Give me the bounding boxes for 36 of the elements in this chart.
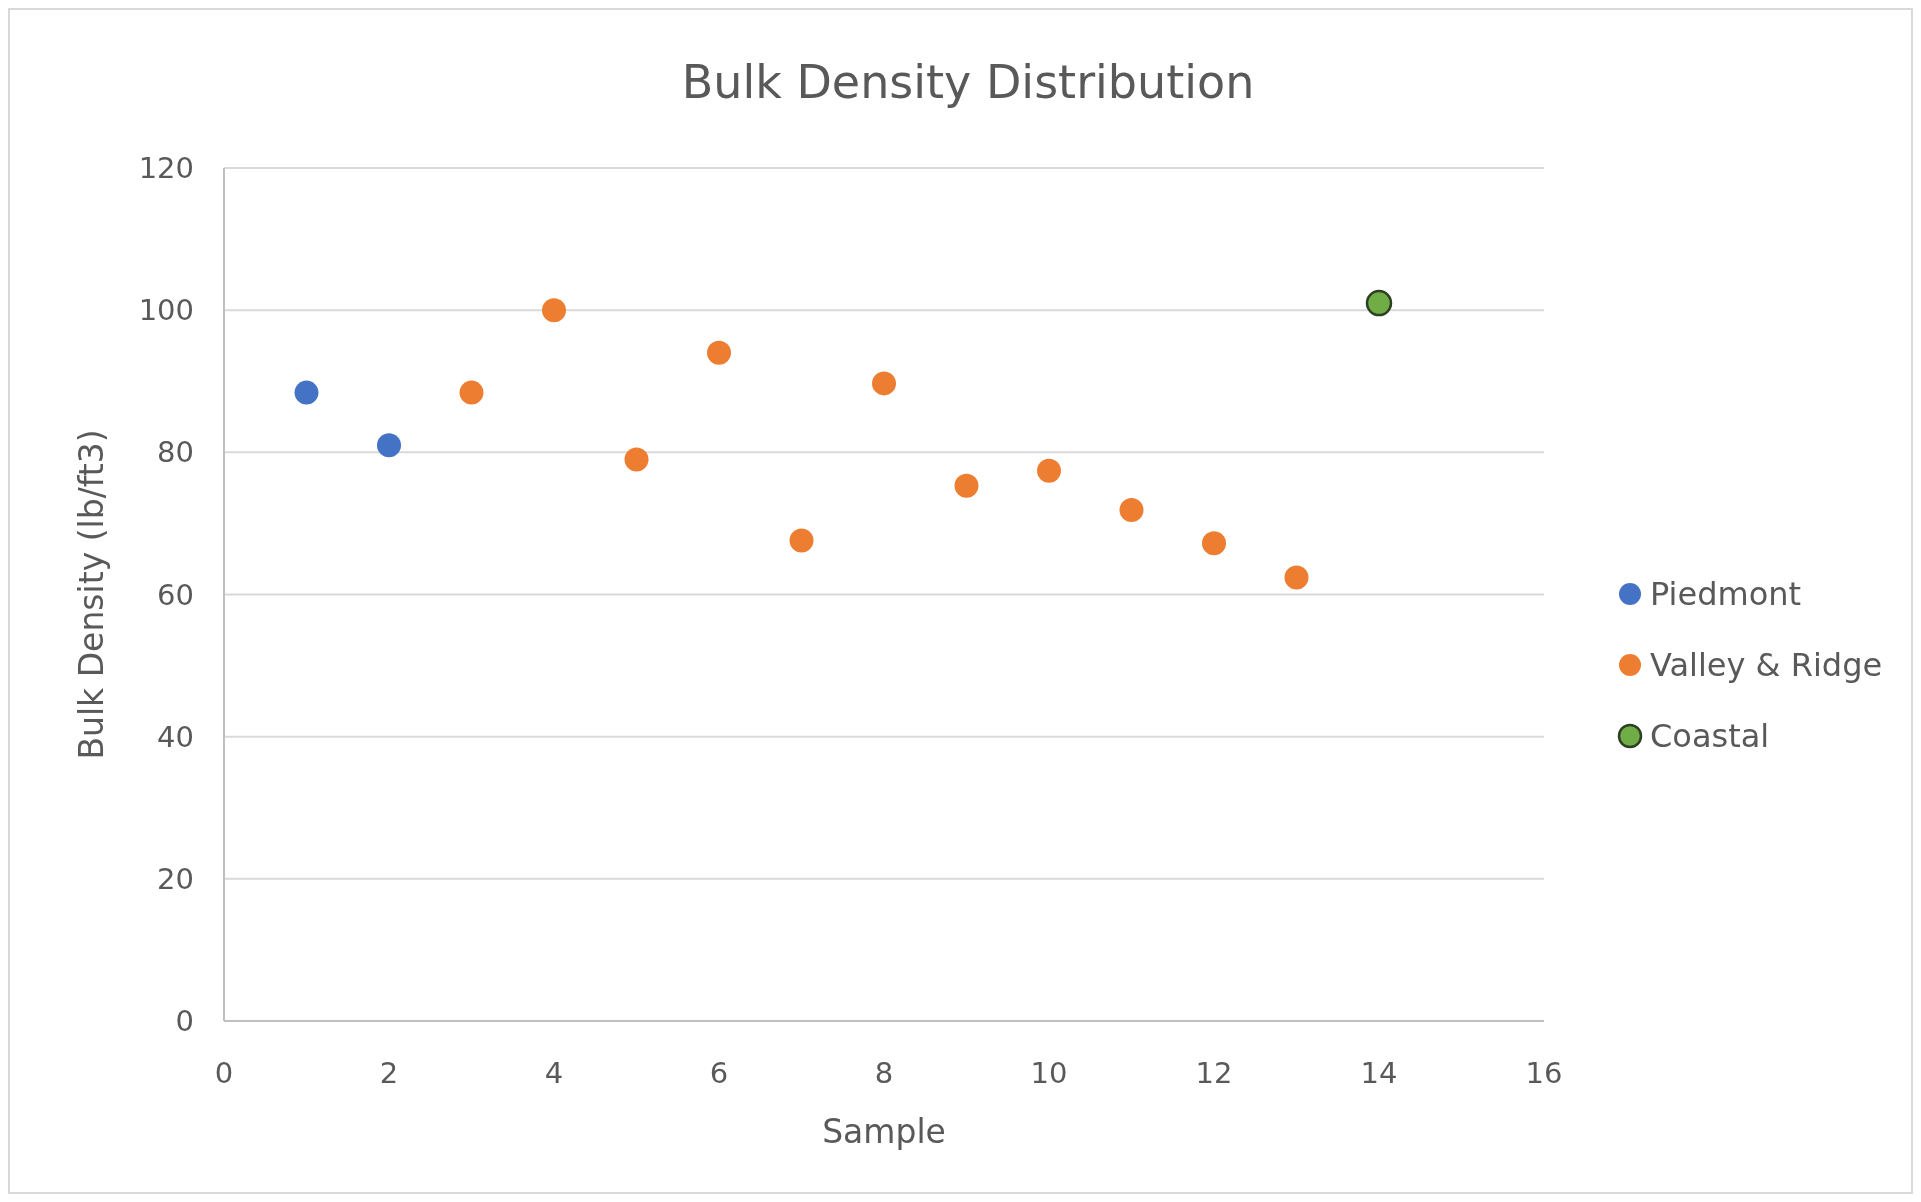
y-tick-label: 40 bbox=[157, 719, 194, 754]
chart-title: Bulk Density Distribution bbox=[681, 55, 1255, 109]
legend-label: Coastal bbox=[1650, 717, 1770, 756]
x-tick-label: 8 bbox=[874, 1056, 894, 1090]
x-tick-label: 14 bbox=[1360, 1056, 1398, 1090]
point bbox=[872, 371, 896, 396]
point bbox=[707, 340, 731, 365]
point bbox=[377, 433, 401, 458]
point bbox=[1037, 458, 1061, 483]
x-tick-label: 6 bbox=[709, 1056, 729, 1090]
point bbox=[1119, 497, 1144, 522]
y-tick-label: 80 bbox=[157, 435, 194, 470]
x-axis-title: Sample bbox=[822, 1112, 946, 1151]
y-tick-label: 0 bbox=[175, 1004, 194, 1039]
point bbox=[1365, 289, 1393, 317]
point bbox=[624, 447, 649, 472]
y-axis-title: Bulk Density (lb/ft3) bbox=[72, 429, 111, 760]
y-tick-label: 20 bbox=[157, 861, 194, 896]
y-tick-label: 60 bbox=[157, 577, 194, 612]
point bbox=[1202, 531, 1226, 556]
point bbox=[1284, 565, 1309, 590]
point bbox=[542, 298, 566, 323]
point bbox=[294, 380, 319, 405]
x-tick-label: 10 bbox=[1030, 1056, 1068, 1090]
y-tick-label: 100 bbox=[138, 293, 194, 328]
y-tick-label: 120 bbox=[138, 151, 194, 186]
x-tick-label: 16 bbox=[1525, 1056, 1563, 1090]
x-tick-label: 0 bbox=[214, 1056, 234, 1090]
x-tick-label: 12 bbox=[1195, 1056, 1233, 1090]
point bbox=[789, 528, 814, 553]
point bbox=[954, 473, 979, 498]
legend-label: Valley & Ridge bbox=[1650, 646, 1883, 685]
x-tick-label: 4 bbox=[544, 1056, 564, 1090]
point bbox=[459, 380, 484, 405]
legend-label: Piedmont bbox=[1650, 575, 1802, 614]
x-tick-label: 2 bbox=[379, 1056, 399, 1090]
